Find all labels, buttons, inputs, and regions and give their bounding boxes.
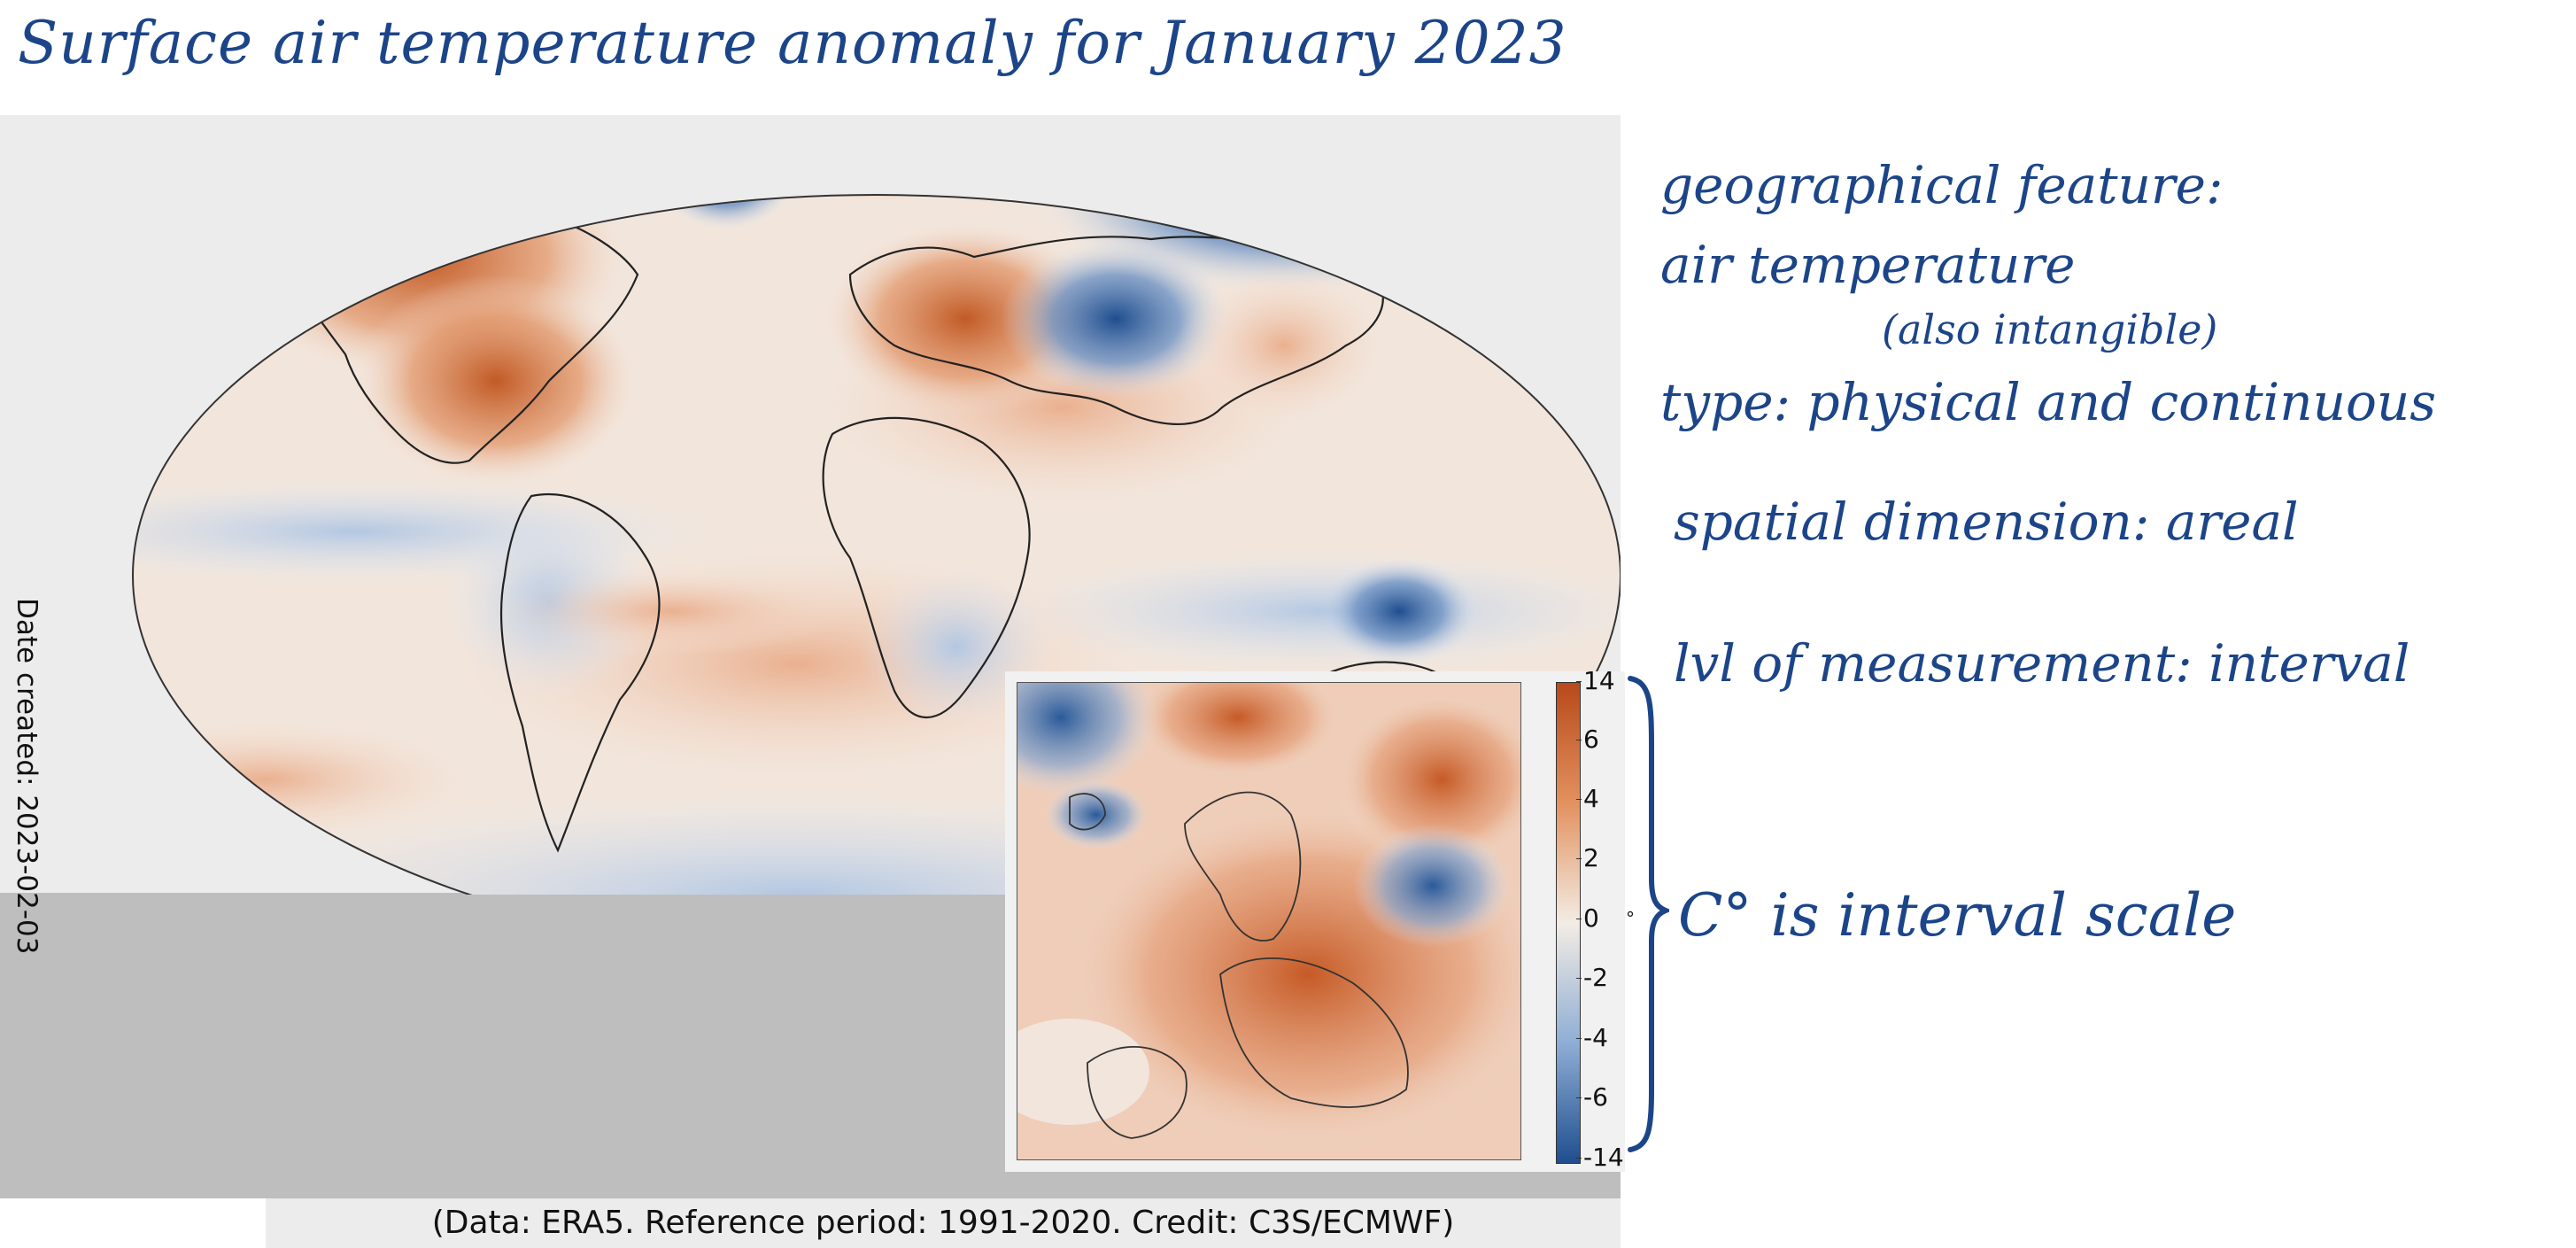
temperature-colorbar: [1556, 682, 1581, 1164]
colorbar-tick: 2: [1576, 843, 1599, 872]
colorbar-tick: -2: [1576, 963, 1608, 992]
colorbar-tick: -6: [1576, 1082, 1608, 1112]
data-credit-caption: (Data: ERA5. Reference period: 1991-2020…: [266, 1198, 1621, 1248]
map-title: Surface air temperature anomaly for Janu…: [18, 9, 1567, 77]
date-created-label: Date created: 2023-02-03: [11, 598, 43, 955]
europe-inset-map: [1017, 682, 1521, 1160]
annotation-feature-label: geographical feature:: [1660, 155, 2224, 215]
colorbar-tick: 0: [1576, 903, 1599, 933]
colorbar-tick: 4: [1576, 784, 1599, 813]
curly-brace: [1628, 676, 1669, 1152]
colorbar-unit: °: [1626, 908, 1635, 929]
annotation-feature-value: air temperature: [1660, 235, 2076, 295]
annotation-type: type: physical and continuous: [1660, 372, 2436, 432]
colorbar-tick: -4: [1576, 1023, 1608, 1052]
colorbar-tick: 6: [1576, 725, 1599, 754]
annotation-measurement-level: lvl of measurement: interval: [1674, 633, 2410, 694]
annotation-intangible: (also intangible): [1882, 306, 2218, 353]
colorbar-tick: 14: [1576, 666, 1615, 695]
annotation-spatial-dimension: spatial dimension: areal: [1674, 492, 2299, 552]
colorbar-tick: -14: [1576, 1143, 1624, 1172]
annotation-interval-scale: C° is interval scale: [1678, 881, 2237, 950]
